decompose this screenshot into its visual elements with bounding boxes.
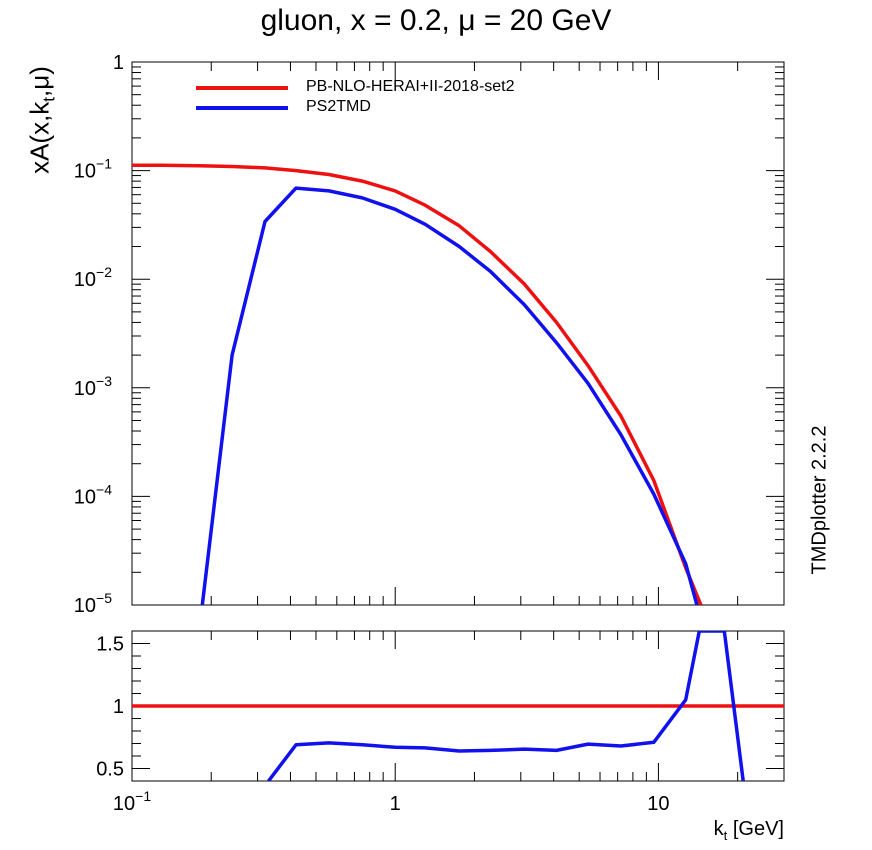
x-tick-label: 10−1	[113, 788, 151, 815]
y-tick-label: 1	[113, 52, 124, 74]
x-axis-label: kt [GeV]	[713, 818, 784, 843]
y-tick-label: 10−4	[74, 481, 112, 508]
y-tick-label: 10−2	[74, 264, 112, 291]
legend-label-series-1: PB-NLO-HERAI+II-2018-set2	[306, 78, 515, 95]
legend-swatch-series-1	[196, 86, 288, 90]
y-tick-label: 10−5	[74, 590, 112, 617]
ratio-series-2-line	[267, 631, 745, 781]
legend-swatch-series-2	[196, 106, 288, 110]
main-plot-frame	[131, 61, 785, 606]
y-tick-label: 10−3	[74, 373, 112, 400]
tmdplotter-watermark: TMDplotter 2.2.2	[808, 425, 831, 575]
y-tick-label: 10−1	[74, 156, 112, 183]
x-tick-label: 1	[390, 793, 401, 815]
ratio-y-tick-label: 1	[113, 696, 124, 718]
main-series-1-line	[132, 163, 703, 605]
x-tick-label: 10	[647, 793, 669, 815]
chart-title: gluon, x = 0.2, μ = 20 GeV	[260, 4, 612, 37]
ratio-y-tick-label: 0.5	[96, 759, 124, 781]
ratio-y-tick-label: 1.5	[96, 634, 124, 656]
main-series-2-line	[200, 186, 699, 605]
legend-label-series-2: PS2TMD	[306, 98, 371, 115]
y-axis-label: xA(x,kt,μ)	[24, 66, 59, 174]
